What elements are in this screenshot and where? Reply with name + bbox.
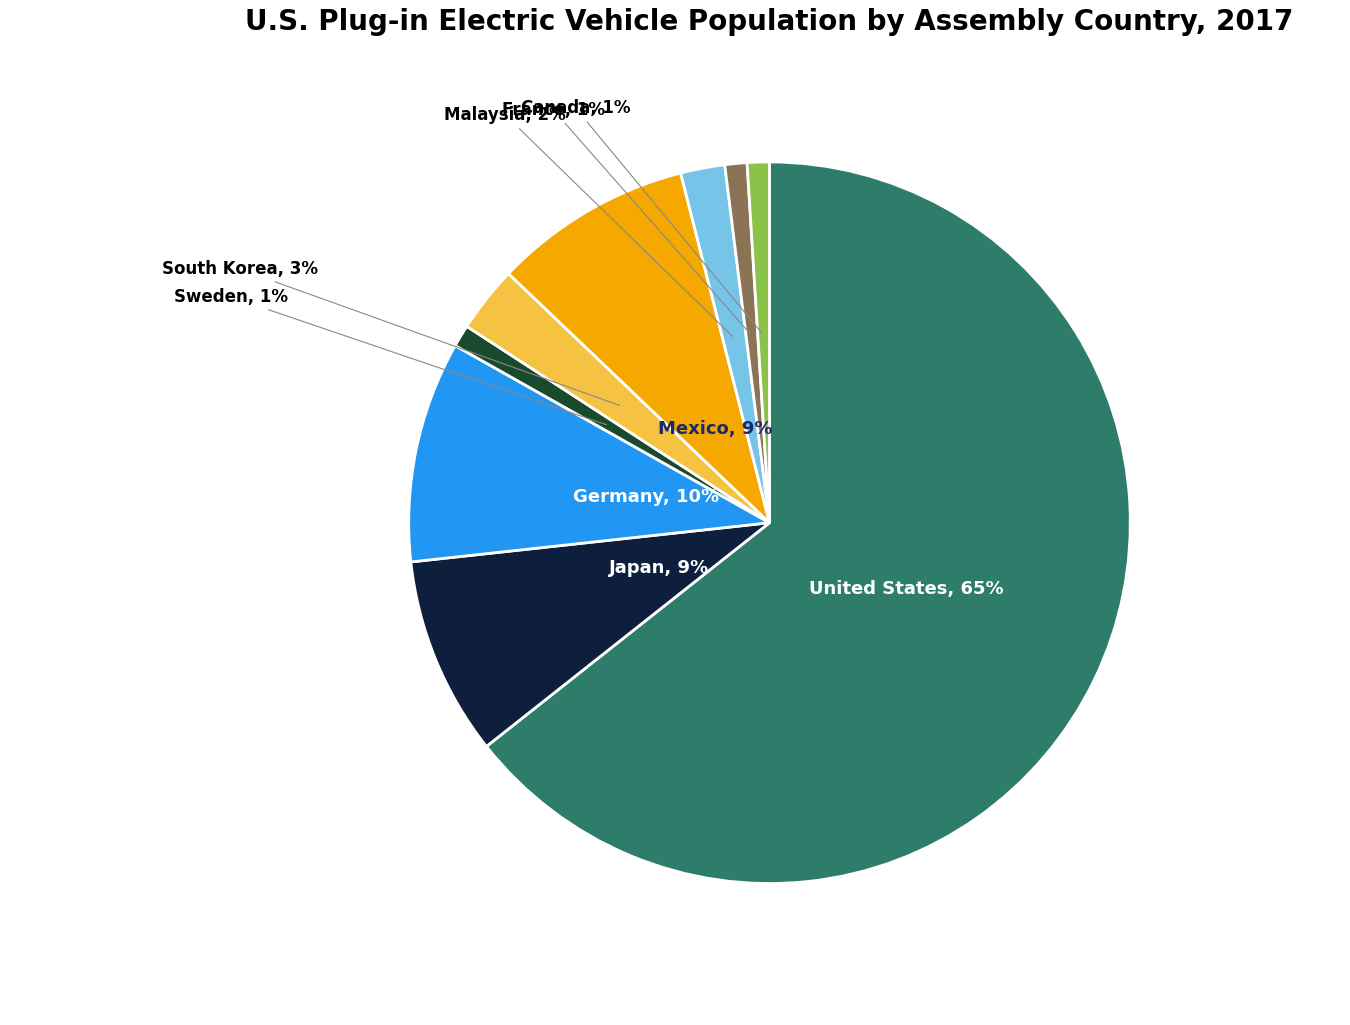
Text: Malaysia, 2%: Malaysia, 2%	[444, 106, 733, 336]
Text: Sweden, 1%: Sweden, 1%	[174, 288, 606, 424]
Text: France, 1%: France, 1%	[502, 100, 751, 334]
Wedge shape	[409, 345, 770, 562]
Wedge shape	[486, 162, 1130, 884]
Wedge shape	[680, 165, 769, 523]
Wedge shape	[455, 326, 770, 523]
Text: Canada, 1%: Canada, 1%	[521, 99, 761, 333]
Title: U.S. Plug-in Electric Vehicle Population by Assembly Country, 2017: U.S. Plug-in Electric Vehicle Population…	[246, 8, 1293, 36]
Text: Japan, 9%: Japan, 9%	[609, 559, 709, 577]
Wedge shape	[410, 523, 770, 746]
Wedge shape	[747, 162, 769, 523]
Wedge shape	[725, 163, 769, 523]
Text: South Korea, 3%: South Korea, 3%	[162, 260, 620, 406]
Wedge shape	[509, 173, 770, 523]
Text: United States, 65%: United States, 65%	[809, 580, 1003, 598]
Text: Mexico, 9%: Mexico, 9%	[657, 420, 772, 439]
Text: Germany, 10%: Germany, 10%	[572, 488, 718, 506]
Wedge shape	[467, 274, 770, 523]
